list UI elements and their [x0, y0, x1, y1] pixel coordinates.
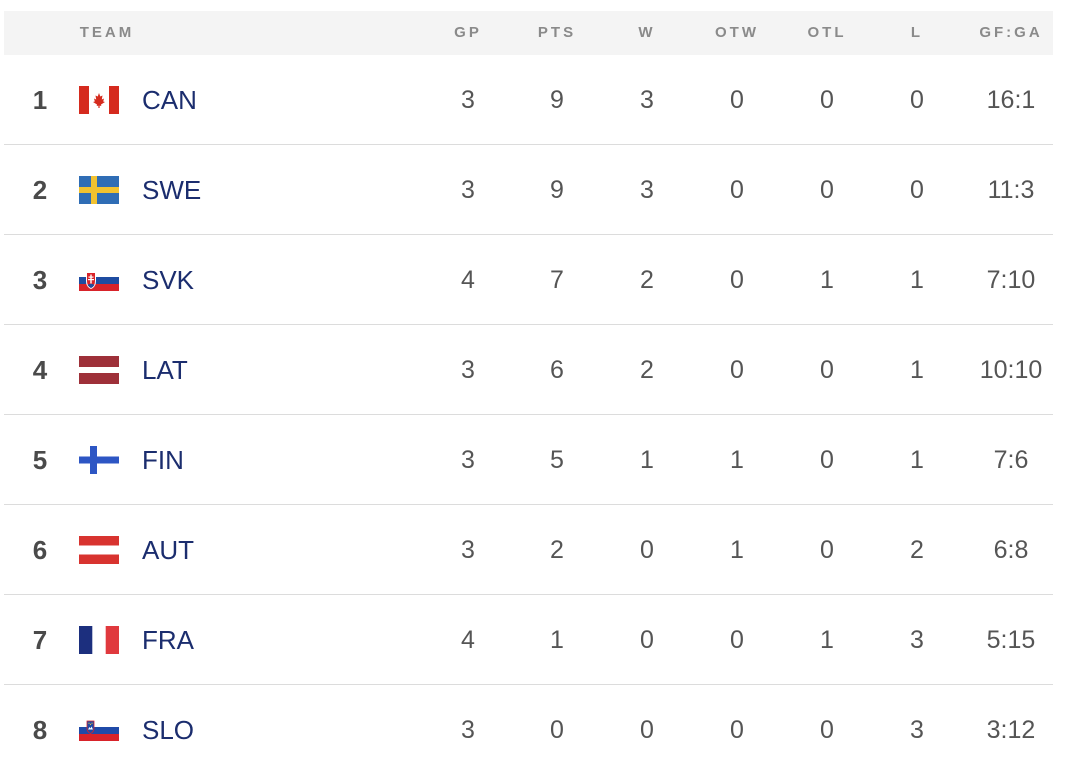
- otw-value: 0: [730, 626, 744, 654]
- gf-ga-value: 7:6: [993, 446, 1029, 474]
- team-name[interactable]: SLO: [142, 715, 195, 745]
- w-value: 3: [640, 176, 654, 204]
- otl-value: 0: [820, 446, 834, 474]
- table-row[interactable]: 6 AUT 3 2 0 1 0 2 6:8: [4, 505, 1053, 595]
- rank: 7: [32, 625, 48, 655]
- slovenia-flag-icon: [79, 716, 119, 744]
- team-name[interactable]: CAN: [142, 85, 197, 115]
- otl-value: 1: [820, 266, 834, 294]
- pts-value: 0: [550, 716, 564, 744]
- otl-value: 0: [820, 86, 834, 114]
- pts-value: 9: [550, 176, 564, 204]
- header-pts: PTS: [537, 24, 577, 41]
- otl-value: 1: [820, 626, 834, 654]
- rank: 6: [32, 535, 48, 565]
- gp-value: 4: [461, 266, 475, 294]
- w-value: 0: [640, 536, 654, 564]
- austria-flag-icon: [79, 536, 119, 564]
- pts-value: 7: [550, 266, 564, 294]
- otw-value: 0: [730, 86, 744, 114]
- otw-value: 1: [730, 446, 744, 474]
- table-header: TEAM GP PTS W OTW OTL L GF:GA: [4, 11, 1053, 55]
- pts-value: 2: [550, 536, 564, 564]
- france-flag-icon: [79, 626, 119, 654]
- header-team: TEAM: [79, 24, 135, 41]
- l-value: 1: [910, 266, 924, 294]
- sweden-flag-icon: [79, 176, 119, 204]
- team-name[interactable]: SWE: [142, 175, 202, 205]
- table-row[interactable]: 3 SVK 4 7 2 0 1 1 7:10: [4, 235, 1053, 325]
- team-name[interactable]: SVK: [142, 265, 195, 295]
- gf-ga-value: 6:8: [993, 536, 1029, 564]
- rank: 5: [32, 445, 48, 475]
- otl-value: 0: [820, 176, 834, 204]
- l-value: 0: [910, 86, 924, 114]
- table-row[interactable]: 7 FRA 4 1 0 0 1 3 5:15: [4, 595, 1053, 685]
- otw-value: 0: [730, 176, 744, 204]
- gf-ga-value: 3:12: [986, 716, 1036, 744]
- slovakia-flag-icon: [79, 266, 119, 294]
- pts-value: 6: [550, 356, 564, 384]
- otl-value: 0: [820, 356, 834, 384]
- header-l: L: [910, 24, 924, 41]
- rank: 3: [32, 265, 48, 295]
- otw-value: 0: [730, 716, 744, 744]
- otw-value: 1: [730, 536, 744, 564]
- pts-value: 9: [550, 86, 564, 114]
- gp-value: 3: [461, 176, 475, 204]
- table-row[interactable]: 2 SWE 3 9 3 0 0 0 11:3: [4, 145, 1053, 235]
- l-value: 1: [910, 446, 924, 474]
- w-value: 1: [640, 446, 654, 474]
- team-name[interactable]: FRA: [142, 625, 194, 655]
- header-gp: GP: [454, 24, 482, 41]
- gp-value: 3: [461, 716, 475, 744]
- gf-ga-value: 10:10: [979, 356, 1043, 384]
- gp-value: 3: [461, 536, 475, 564]
- canada-flag-icon: [79, 86, 119, 114]
- w-value: 0: [640, 716, 654, 744]
- header-w: W: [638, 24, 656, 41]
- team-name[interactable]: LAT: [142, 355, 188, 385]
- table-row[interactable]: 4 LAT 3 6 2 0 0 1 10:10: [4, 325, 1053, 415]
- w-value: 3: [640, 86, 654, 114]
- w-value: 2: [640, 356, 654, 384]
- l-value: 0: [910, 176, 924, 204]
- gp-value: 4: [461, 626, 475, 654]
- latvia-flag-icon: [79, 356, 119, 384]
- gf-ga-value: 7:10: [986, 266, 1036, 294]
- header-gf-ga: GF:GA: [979, 24, 1043, 41]
- rank: 1: [32, 85, 48, 115]
- otw-value: 0: [730, 356, 744, 384]
- gf-ga-value: 11:3: [987, 176, 1035, 204]
- pts-value: 5: [550, 446, 564, 474]
- otl-value: 0: [820, 536, 834, 564]
- l-value: 1: [910, 356, 924, 384]
- l-value: 3: [910, 626, 924, 654]
- table-row[interactable]: 5 FIN 3 5 1 1 0 1 7:6: [4, 415, 1053, 505]
- gf-ga-value: 16:1: [986, 86, 1036, 114]
- pts-value: 1: [550, 626, 564, 654]
- w-value: 2: [640, 266, 654, 294]
- otl-value: 0: [820, 716, 834, 744]
- rank: 2: [32, 175, 48, 205]
- otw-value: 0: [730, 266, 744, 294]
- table-row[interactable]: 1 CAN 3 9 3 0 0 0 16:1: [4, 55, 1053, 145]
- gp-value: 3: [461, 86, 475, 114]
- w-value: 0: [640, 626, 654, 654]
- rank: 8: [32, 715, 48, 745]
- finland-flag-icon: [79, 446, 119, 474]
- team-name[interactable]: FIN: [142, 445, 184, 475]
- header-otw: OTW: [715, 24, 759, 41]
- team-name[interactable]: AUT: [142, 535, 194, 565]
- header-otl: OTL: [807, 24, 847, 41]
- l-value: 3: [910, 716, 924, 744]
- rank: 4: [32, 355, 48, 385]
- gp-value: 3: [461, 356, 475, 384]
- l-value: 2: [910, 536, 924, 564]
- table-row[interactable]: 8 SLO 3 0 0 0 0 3 3:12: [4, 685, 1053, 775]
- gf-ga-value: 5:15: [986, 626, 1036, 654]
- gp-value: 3: [461, 446, 475, 474]
